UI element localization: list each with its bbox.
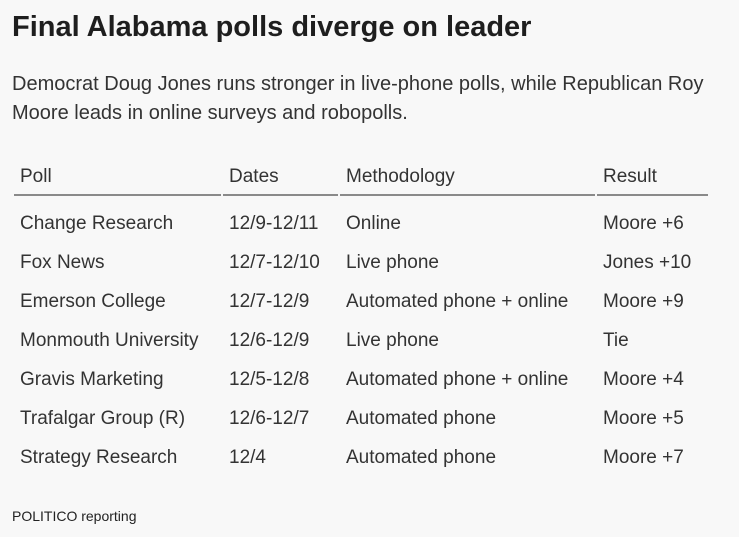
poll-methodology-cell: Online <box>346 212 401 234</box>
table-row: Strategy Research 12/4 Automated phone M… <box>14 438 710 477</box>
poll-methodology-cell: Live phone <box>346 251 439 273</box>
poll-dates-cell: 12/7-12/10 <box>229 251 320 273</box>
table-row: Trafalgar Group (R) 12/6-12/7 Automated … <box>14 399 710 438</box>
poll-methodology-cell: Automated phone <box>346 446 497 468</box>
column-header-poll: Poll <box>14 158 223 196</box>
poll-result-cell: Tie <box>603 329 629 351</box>
column-header-dates: Dates <box>223 158 340 196</box>
poll-name-cell: Emerson College <box>20 290 166 312</box>
poll-result-cell: Jones +10 <box>603 251 692 273</box>
poll-result-cell: Moore +7 <box>603 446 684 468</box>
poll-name-cell: Fox News <box>20 251 105 273</box>
poll-result-cell: Moore +5 <box>603 407 684 429</box>
table-row: Change Research 12/9-12/11 Online Moore … <box>14 196 710 243</box>
poll-result-cell: Moore +9 <box>603 290 684 312</box>
poll-dates-cell: 12/5-12/8 <box>229 368 310 390</box>
poll-dates-cell: 12/4 <box>229 446 266 468</box>
poll-name-cell: Gravis Marketing <box>20 368 164 390</box>
table-row: Monmouth University 12/6-12/9 Live phone… <box>14 321 710 360</box>
poll-result-cell: Moore +4 <box>603 368 684 390</box>
poll-name-cell: Trafalgar Group (R) <box>20 407 186 429</box>
poll-name-cell: Monmouth University <box>20 329 199 351</box>
table-row: Fox News 12/7-12/10 Live phone Jones +10 <box>14 243 710 282</box>
poll-dates-cell: 12/6-12/9 <box>229 329 310 351</box>
poll-name-cell: Strategy Research <box>20 446 178 468</box>
poll-methodology-cell: Automated phone + online <box>346 368 569 390</box>
poll-name-cell: Change Research <box>20 212 174 234</box>
page-subtitle: Democrat Doug Jones runs stronger in liv… <box>12 73 704 124</box>
poll-result-cell: Moore +6 <box>603 212 684 234</box>
poll-dates-cell: 12/9-12/11 <box>229 212 319 234</box>
poll-methodology-cell: Live phone <box>346 329 439 351</box>
poll-methodology-cell: Automated phone + online <box>346 290 569 312</box>
table-header-row: Poll Dates Methodology Result <box>14 158 710 196</box>
column-header-methodology: Methodology <box>340 158 597 196</box>
poll-dates-cell: 12/7-12/9 <box>229 290 310 312</box>
table-row: Gravis Marketing 12/5-12/8 Automated pho… <box>14 360 710 399</box>
column-header-result: Result <box>597 158 710 196</box>
table-row: Emerson College 12/7-12/9 Automated phon… <box>14 282 710 321</box>
page-title: Final Alabama polls diverge on leader <box>12 11 532 43</box>
poll-dates-cell: 12/6-12/7 <box>229 407 310 429</box>
source-note: POLITICO reporting <box>12 508 137 524</box>
poll-methodology-cell: Automated phone <box>346 407 497 429</box>
polls-table: Poll Dates Methodology Result Change Res… <box>14 158 710 477</box>
